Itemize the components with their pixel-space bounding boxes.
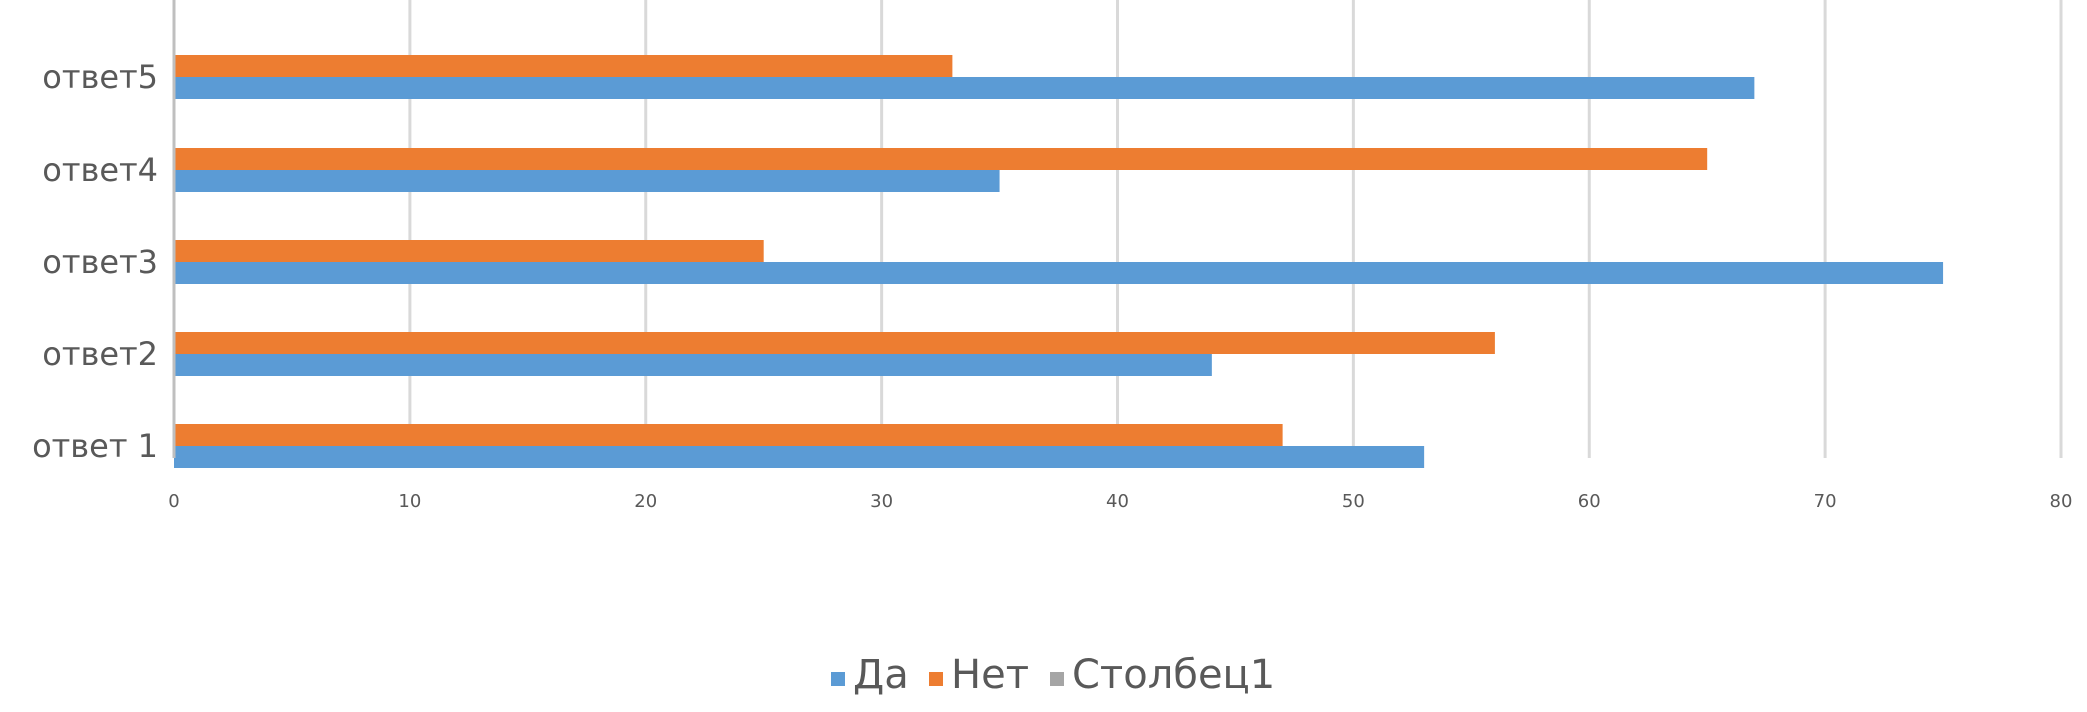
category-labels: ответ 1 ответ2 ответ3 ответ4 ответ5 (32, 58, 158, 465)
x-tick-label-70: 70 (1814, 491, 1837, 512)
bar-Нет-ответ2 (174, 332, 1495, 354)
bar-Да-ответ1 (174, 446, 1425, 468)
bar-Нет-ответ1 (174, 424, 1283, 446)
bar-Да-ответ3 (174, 262, 1944, 284)
legend-swatch-2 (1050, 672, 1064, 686)
x-tick-label-40: 40 (1106, 491, 1129, 512)
bar-Да-ответ2 (174, 354, 1212, 376)
bar-Нет-ответ3 (174, 240, 764, 262)
legend: Да Нет Столбец1 (831, 652, 1275, 698)
category-label-0: ответ 1 (32, 427, 158, 465)
bar-Да-ответ5 (174, 77, 1755, 99)
x-tick-label-80: 80 (2050, 491, 2073, 512)
x-tick-label-60: 60 (1578, 491, 1601, 512)
bars (174, 55, 1944, 468)
legend-label-0: Да (853, 652, 909, 698)
legend-swatch-1 (929, 672, 943, 686)
x-tick-labels: 0 10 20 30 40 50 60 70 80 (168, 491, 2072, 512)
category-label-3: ответ4 (42, 151, 158, 189)
bar-Да-ответ4 (174, 170, 1000, 192)
bar-Нет-ответ5 (174, 55, 953, 77)
x-tick-label-0: 0 (168, 491, 179, 512)
x-tick-label-10: 10 (398, 491, 421, 512)
bar-Нет-ответ4 (174, 148, 1708, 170)
legend-label-1: Нет (951, 652, 1029, 698)
category-label-1: ответ2 (42, 335, 158, 373)
x-tick-label-30: 30 (870, 491, 893, 512)
category-label-2: ответ3 (42, 243, 158, 281)
legend-swatch-0 (831, 672, 845, 686)
x-tick-label-50: 50 (1342, 491, 1365, 512)
category-label-4: ответ5 (42, 58, 158, 96)
x-tick-label-20: 20 (634, 491, 657, 512)
legend-label-2: Столбец1 (1072, 652, 1275, 698)
